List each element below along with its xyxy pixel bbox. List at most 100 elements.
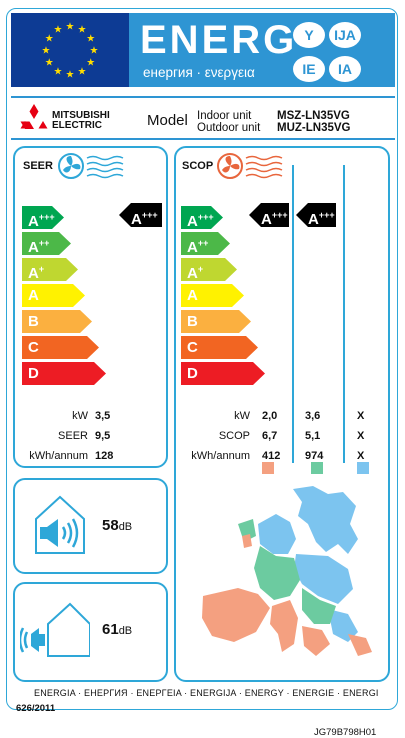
europe-map-average bbox=[202, 534, 372, 656]
seer-class-sup: + bbox=[38, 264, 45, 274]
seer-class-bar: B bbox=[22, 310, 92, 333]
scop-value-average: 412 bbox=[262, 450, 281, 462]
lang-badge-ie: IE bbox=[293, 56, 325, 82]
seer-rating-text: A+++ bbox=[131, 206, 158, 228]
indoor-unit-label: Indoor unit bbox=[197, 110, 252, 122]
lang-badge-ija: IJA bbox=[329, 22, 361, 48]
scop-class-label: A+ bbox=[187, 264, 204, 282]
eu-stars-icon: ★ ★★★★★★★★★★★ bbox=[42, 22, 99, 81]
scop-class-label: A+++ bbox=[187, 212, 214, 230]
eu-star: ★ bbox=[66, 22, 75, 33]
scop-value-average: 6,7 bbox=[262, 430, 278, 442]
europe-climate-map bbox=[202, 486, 372, 656]
seer-class-label: B bbox=[28, 313, 39, 330]
indoor-unit-model: MSZ-LN35VG bbox=[277, 110, 350, 122]
eu-star: ★ bbox=[54, 25, 63, 36]
seer-class-label: D bbox=[28, 365, 39, 382]
outdoor-noise-value: 61dB bbox=[102, 621, 132, 638]
scop-class-bar: A+++ bbox=[181, 206, 223, 229]
scop-rating-sup: +++ bbox=[318, 210, 335, 220]
indoor-noise-value: 58dB bbox=[102, 517, 132, 534]
scop-value-colder: X bbox=[357, 430, 365, 442]
document-code: JG79B798H01 bbox=[314, 727, 377, 738]
seer-rating-sup: +++ bbox=[141, 210, 158, 220]
scop-value-colder: X bbox=[357, 410, 365, 422]
seer-row-value: 128 bbox=[95, 450, 114, 462]
cooling-fan-icon bbox=[58, 153, 124, 179]
outdoor-house-speaker-icon bbox=[20, 602, 90, 657]
indoor-house-speaker-icon bbox=[35, 495, 85, 554]
scop-class-label: D bbox=[187, 365, 198, 382]
outdoor-unit-label: Outdoor unit bbox=[197, 122, 261, 134]
scop-class-sup: +++ bbox=[197, 212, 214, 222]
brand-line-2: ELECTRIC bbox=[52, 120, 102, 131]
scop-rating-text: A+++ bbox=[261, 206, 288, 228]
europe-map-colder bbox=[258, 486, 358, 642]
eu-flag: ★ ★ ★ ★ ★ ★ ★ ★ ★ ★ ★ ★ bbox=[11, 13, 129, 87]
seer-row-value: 9,5 bbox=[95, 430, 111, 442]
seer-class-bar: A+++ bbox=[22, 206, 64, 229]
outdoor-unit-model: MUZ-LN35VG bbox=[277, 122, 351, 134]
scop-class-bar: D bbox=[181, 362, 265, 385]
scop-class-bar: B bbox=[181, 310, 251, 333]
scop-value-average: 2,0 bbox=[262, 410, 278, 422]
scop-row-label: kWh/annum bbox=[191, 450, 250, 462]
scop-class-bar: A++ bbox=[181, 232, 230, 255]
scop-rating-text: A+++ bbox=[308, 206, 335, 228]
eu-star: ★ bbox=[66, 70, 75, 81]
footer-languages: ENERGIA · ЕНЕРГИЯ · ΕΝΕΡΓΕΙΑ · ENERGIJA … bbox=[34, 688, 379, 698]
scop-class-sup: ++ bbox=[197, 238, 209, 248]
regulation-number: 626/2011 bbox=[16, 703, 56, 714]
divider bbox=[11, 138, 395, 140]
indoor-db-number: 58 bbox=[102, 517, 119, 534]
seer-class-sup: +++ bbox=[38, 212, 55, 222]
scop-class-sup: + bbox=[197, 264, 204, 274]
column-divider bbox=[343, 165, 345, 463]
model-label: Model bbox=[147, 112, 188, 129]
indoor-db-unit: dB bbox=[118, 521, 133, 533]
scop-value-warmer: 5,1 bbox=[305, 430, 321, 442]
seer-class-bar: A bbox=[22, 284, 85, 307]
seer-class-label: A+++ bbox=[28, 212, 55, 230]
seer-class-label: A+ bbox=[28, 264, 45, 282]
zone-swatch-warmer bbox=[311, 462, 323, 474]
scop-value-colder: X bbox=[357, 450, 365, 462]
column-divider bbox=[292, 165, 294, 463]
seer-class-bar: A+ bbox=[22, 258, 78, 281]
scop-row-label: SCOP bbox=[218, 430, 250, 442]
lang-badge-y: Y bbox=[293, 22, 325, 48]
scop-rating-class: A bbox=[308, 211, 319, 228]
scop-class-label: A++ bbox=[187, 238, 209, 256]
eu-star: ★ bbox=[86, 58, 95, 69]
lang-badge-ia: IA bbox=[329, 56, 361, 82]
scop-rating-class: A bbox=[261, 211, 272, 228]
outdoor-noise-panel bbox=[13, 582, 168, 682]
seer-class-bar: C bbox=[22, 336, 99, 359]
scop-class-bar: A+ bbox=[181, 258, 237, 281]
seer-rating-class: A bbox=[131, 211, 142, 228]
divider bbox=[11, 96, 395, 98]
eu-star: ★ bbox=[45, 58, 54, 69]
scop-class-label: C bbox=[187, 339, 198, 356]
outdoor-db-number: 61 bbox=[102, 621, 119, 638]
scop-class-label: B bbox=[187, 313, 198, 330]
scop-class-bar: C bbox=[181, 336, 258, 359]
scop-class-bar: A bbox=[181, 284, 244, 307]
seer-class-bar: A++ bbox=[22, 232, 71, 255]
scop-value-warmer: 974 bbox=[305, 450, 324, 462]
eu-star: ★ bbox=[86, 34, 95, 45]
brand-name: MITSUBISHI ELECTRIC bbox=[52, 111, 110, 131]
energy-subtitle: енергия · ενεργεια bbox=[143, 65, 255, 80]
seer-class-bar: D bbox=[22, 362, 106, 385]
outdoor-db-unit: dB bbox=[118, 625, 133, 637]
scop-row-label: kW bbox=[234, 410, 250, 422]
zone-swatch-colder bbox=[357, 462, 369, 474]
indoor-noise-panel bbox=[13, 478, 168, 574]
eu-star: ★ bbox=[78, 66, 87, 77]
zone-swatch-average bbox=[262, 462, 274, 474]
seer-row-value: 3,5 bbox=[95, 410, 111, 422]
seer-panel bbox=[13, 146, 168, 468]
seer-class-label: A bbox=[28, 287, 39, 304]
eu-star: ★ bbox=[45, 34, 54, 45]
seer-row-label: kWh/annum bbox=[29, 450, 88, 462]
